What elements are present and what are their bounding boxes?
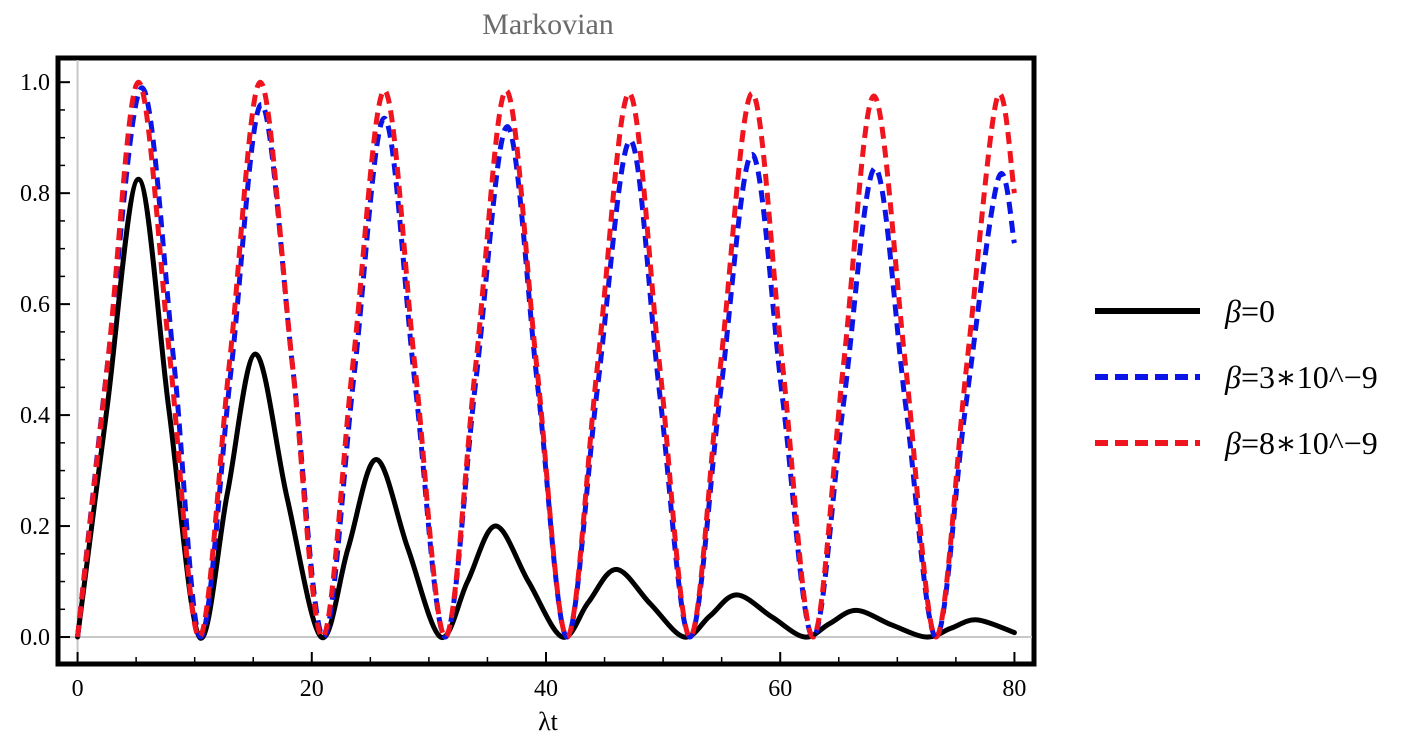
y-tick-label: 0.0 xyxy=(20,625,50,651)
y-tick-label: 1.0 xyxy=(20,70,50,96)
legend-label-2: β=8∗10^−9 xyxy=(1224,425,1378,461)
y-tick-label: 0.6 xyxy=(20,292,50,318)
y-tick-label: 0.2 xyxy=(20,514,50,540)
series-line-0 xyxy=(75,176,1017,641)
y-tick-label: 0.4 xyxy=(20,403,50,429)
x-tick-label: 80 xyxy=(1002,676,1026,702)
x-tick-label: 20 xyxy=(300,676,324,702)
x-tick-label: 60 xyxy=(768,676,792,702)
chart-title: Markovian xyxy=(482,8,614,41)
legend-label-0: β=0 xyxy=(1224,293,1275,329)
legend-label-1: β=3∗10^−9 xyxy=(1224,359,1378,395)
legend: β=0 β=3∗10^−9 β=8∗10^−9 xyxy=(1095,293,1378,461)
y-ticks: 0.0 0.2 0.4 0.6 0.8 1.0 xyxy=(20,70,70,651)
x-ticks: 0 20 40 60 80 xyxy=(72,652,1026,702)
x-axis-label: λt xyxy=(538,707,559,736)
y-tick-label: 0.8 xyxy=(20,181,50,207)
series-group xyxy=(75,79,1017,641)
x-tick-label: 0 xyxy=(72,676,84,702)
plot-frame xyxy=(55,55,1037,667)
series-line-2 xyxy=(75,79,1017,640)
x-tick-label: 40 xyxy=(534,676,558,702)
